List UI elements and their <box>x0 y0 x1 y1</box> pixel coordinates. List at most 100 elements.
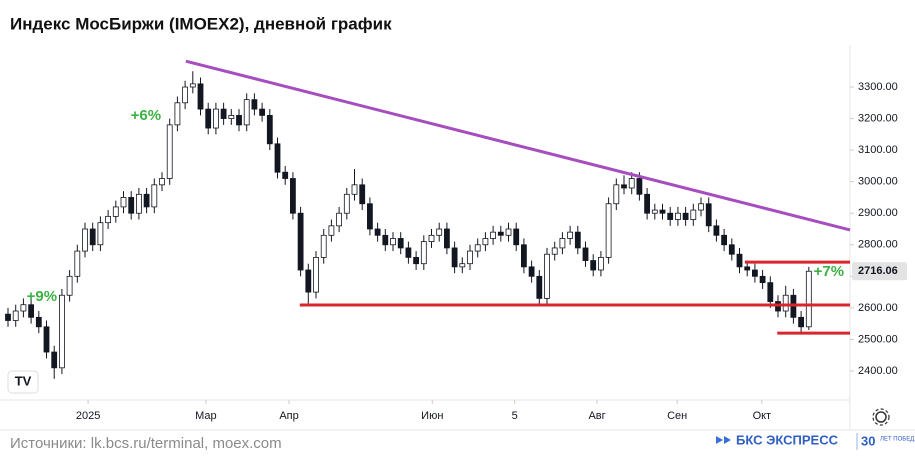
candle-body <box>721 234 728 246</box>
candle-body <box>420 241 427 265</box>
candle-body <box>305 269 312 293</box>
candle-body <box>374 228 381 236</box>
candle-body <box>136 193 142 214</box>
x-tick-label: 5 <box>512 410 518 422</box>
y-tick-label: 2400.00 <box>858 365 898 377</box>
candle-body <box>636 178 643 195</box>
candle-body <box>220 108 227 119</box>
candle-body <box>474 244 481 252</box>
y-tick-label: 2600.00 <box>858 302 898 314</box>
candle-body <box>359 184 366 205</box>
candle-body <box>505 228 512 236</box>
candle-body <box>451 247 458 268</box>
candle-body <box>459 263 466 268</box>
candle-body <box>105 215 112 224</box>
candle-body <box>35 316 42 328</box>
candle-body <box>367 203 373 230</box>
candle-body <box>613 184 620 205</box>
candle-body <box>66 275 73 296</box>
candle-body <box>328 225 335 236</box>
candle-body <box>659 209 666 214</box>
candle-body <box>767 282 774 302</box>
annotation: +9% <box>27 288 57 305</box>
annotation: +7% <box>814 263 844 280</box>
candle-body <box>805 270 812 328</box>
candle-body <box>698 203 704 211</box>
settings-icon[interactable] <box>872 408 890 426</box>
candle-body <box>189 83 196 88</box>
candle-body <box>644 193 651 214</box>
candle-body <box>274 143 281 173</box>
last-price-box <box>852 262 907 281</box>
x-tick-label: Июн <box>421 410 443 422</box>
candle-body <box>97 222 104 246</box>
candle-body <box>382 234 389 246</box>
candle-body <box>12 310 19 321</box>
candle-body <box>551 247 558 255</box>
candle-body <box>297 212 304 271</box>
candle-body <box>521 244 527 268</box>
candle-body <box>559 238 566 249</box>
candle-body <box>651 209 658 214</box>
candle-body <box>266 115 273 145</box>
tv-logo: TV <box>7 370 39 394</box>
candle-body <box>143 193 150 208</box>
candle-body <box>82 228 88 252</box>
x-tick-label: Окт <box>753 410 772 422</box>
candle-body <box>497 231 504 236</box>
candle-body <box>120 197 127 208</box>
candle-body <box>590 260 597 271</box>
y-tick-label: 3300.00 <box>858 81 898 93</box>
candle-body <box>228 115 235 119</box>
candle-body <box>413 256 420 265</box>
candle-body <box>390 238 396 246</box>
candle-body <box>159 178 165 186</box>
last-price-label: 2716.06 <box>858 265 898 277</box>
candle-body <box>582 247 589 261</box>
y-tick-label: 2500.00 <box>858 333 898 345</box>
brand-logo: БКС ЭКСПРЕСС 30 ЛЕТ ПОБЕД <box>716 432 914 450</box>
candle-body <box>690 209 697 220</box>
candle-body <box>59 294 65 369</box>
y-tick-label: 3100.00 <box>858 144 898 156</box>
candle-body <box>513 228 520 246</box>
candle-body <box>182 86 189 104</box>
candle-body <box>759 275 766 284</box>
candle-body <box>174 102 181 126</box>
candle-body <box>336 212 343 227</box>
candle-body <box>213 108 219 129</box>
candle-body <box>782 294 789 312</box>
candle-body <box>5 313 11 321</box>
candle-body <box>467 250 473 265</box>
x-tick-label: Сен <box>667 410 687 422</box>
annotation: +6% <box>131 107 161 124</box>
candle-body <box>51 351 58 369</box>
candle-body <box>405 247 412 258</box>
candle-body <box>166 124 173 179</box>
y-tick-label: 3200.00 <box>858 112 898 124</box>
candle-body <box>605 203 612 258</box>
candle-body <box>43 326 50 353</box>
candle-body <box>574 231 581 249</box>
candle-body <box>351 184 358 195</box>
candle-body <box>428 234 435 243</box>
candle-body <box>343 193 350 214</box>
candle-body <box>313 256 319 293</box>
candle-body <box>728 244 735 255</box>
brand-badge-text: ЛЕТ ПОБЕД <box>880 437 914 443</box>
candle-body <box>320 234 327 258</box>
candle-body <box>536 275 543 299</box>
candle-body <box>112 206 119 217</box>
y-tick-label: 2900.00 <box>858 207 898 219</box>
candle-body <box>628 178 635 189</box>
brand: БКС ЭКСПРЕСС <box>736 432 839 447</box>
candle-body <box>259 108 266 116</box>
candle-body <box>736 253 743 268</box>
x-tick-label: Апр <box>279 410 298 422</box>
candle-body <box>621 184 627 189</box>
candle-body <box>744 266 751 271</box>
candle-body <box>567 231 574 239</box>
candle-body <box>89 228 96 246</box>
trendline <box>185 59 851 232</box>
candle-body <box>713 225 720 236</box>
